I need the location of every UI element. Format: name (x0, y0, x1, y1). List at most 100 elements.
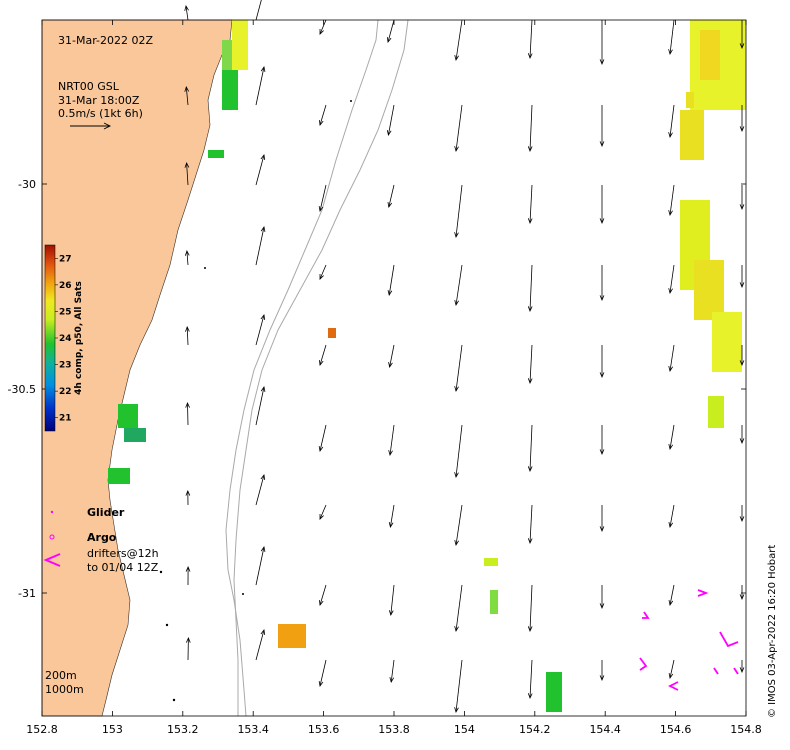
x-tick-label: 153.6 (308, 723, 340, 736)
current-arrow (255, 154, 266, 186)
y-tick-label: -30 (18, 178, 36, 191)
current-arrow (599, 185, 605, 225)
x-tick-label: 154.2 (519, 723, 551, 736)
current-arrow (184, 85, 190, 106)
current-arrow (739, 505, 745, 523)
legend-argo: Argo (87, 531, 117, 544)
x-tick-label: 153.2 (167, 723, 199, 736)
current-vectors (184, 0, 745, 714)
current-arrow (255, 65, 266, 106)
imos-credit: © IMOS 03-Apr-2022 16:20 Hobart (767, 545, 778, 718)
current-arrow (739, 585, 745, 601)
current-arrow (668, 104, 675, 139)
current-arrow (599, 20, 605, 66)
current-arrow (185, 325, 190, 346)
current-arrow (184, 4, 189, 21)
x-tick-label: 154 (454, 723, 475, 736)
current-arrow (527, 104, 533, 153)
glider-legend-marker (50, 510, 54, 514)
drifter-marker (719, 631, 739, 648)
current-arrow (319, 584, 327, 606)
current-arrow (388, 424, 395, 457)
isobath-label-200m: 200m (45, 669, 77, 682)
current-arrow (387, 264, 395, 297)
x-tick-label: 154.8 (730, 723, 762, 736)
current-arrow (389, 659, 395, 684)
small-markers (159, 100, 352, 702)
current-arrow (255, 0, 262, 21)
current-arrow (318, 184, 327, 213)
current-arrow (388, 344, 395, 369)
x-tick-label: 153.8 (378, 723, 410, 736)
y-axis: -30 -30.5 -31 (8, 178, 746, 600)
current-arrow (739, 20, 745, 50)
x-tick-label: 153 (102, 723, 123, 736)
current-arrow (255, 474, 266, 506)
current-arrow (527, 584, 533, 633)
current-arrow (319, 19, 327, 35)
current-arrow (739, 185, 745, 211)
drifter-marker (697, 589, 709, 597)
current-arrow (319, 504, 327, 520)
current-arrow (668, 19, 675, 56)
current-arrow (454, 344, 463, 393)
drifter-marker (713, 667, 719, 675)
current-arrow (668, 584, 675, 607)
current-arrow (318, 424, 327, 453)
current-arrow (527, 659, 533, 700)
current-arrow (739, 425, 745, 445)
current-arrow (454, 584, 463, 633)
legend-drifters-1: drifters@12h (87, 547, 159, 560)
current-arrow (185, 489, 191, 506)
x-axis: 152.8 153 153.2 153.4 153.6 153.8 154 154.2 154.… (26, 20, 762, 736)
current-arrow (599, 265, 605, 302)
platform-legend: Glider Argo drifters@12h to 01/04 12Z (43, 506, 159, 574)
current-arrow (185, 565, 191, 586)
current-arrow (255, 314, 266, 346)
colorbar-tick-label: 25 (59, 307, 72, 317)
isobath-label-1000m: 1000m (45, 683, 84, 696)
current-arrow (599, 105, 605, 148)
colorbar-tick-label: 24 (59, 334, 72, 344)
x-tick-label: 154.4 (589, 723, 621, 736)
x-tick-label: 154.6 (660, 723, 692, 736)
current-arrow (599, 425, 605, 456)
current-arrow (186, 636, 191, 661)
current-model-label: NRT00 GSL (58, 80, 120, 93)
current-arrow (454, 184, 463, 239)
current-arrow (599, 505, 605, 533)
current-arrow (599, 585, 605, 610)
sst-colorbar: 27 26 25 24 23 22 21 4h comp, p50, All Sats (44, 244, 84, 432)
current-arrow (527, 424, 533, 473)
x-tick-label: 153.4 (237, 723, 269, 736)
drifter-marker (642, 611, 650, 619)
current-arrow (454, 264, 463, 307)
y-tick-label: -31 (18, 587, 36, 600)
colorbar-tick-label: 27 (59, 254, 72, 264)
current-time-label: 31-Mar 18:00Z (58, 94, 140, 107)
isobath-200m (225, 19, 379, 717)
current-arrow (599, 345, 605, 379)
current-arrow (668, 424, 675, 451)
current-arrow (386, 104, 395, 137)
current-arrow (527, 184, 533, 225)
current-arrow (454, 424, 463, 479)
current-arrow (739, 345, 745, 367)
current-arrow (739, 660, 745, 674)
current-arrow (454, 659, 463, 714)
drifter-marker (667, 681, 679, 691)
current-arrow (388, 584, 395, 617)
current-arrow (739, 265, 745, 289)
current-arrow (255, 545, 266, 586)
current-arrow (319, 104, 327, 126)
coastline-land (41, 19, 233, 717)
drifter-marker (639, 657, 648, 671)
current-arrow (739, 105, 745, 133)
drifter-legend-marker (43, 553, 61, 567)
current-arrow (319, 264, 327, 280)
current-arrow (185, 401, 190, 426)
current-arrow (387, 184, 395, 208)
map-timestamp: 31-Mar-2022 02Z (58, 34, 153, 47)
scale-arrow (70, 122, 112, 130)
